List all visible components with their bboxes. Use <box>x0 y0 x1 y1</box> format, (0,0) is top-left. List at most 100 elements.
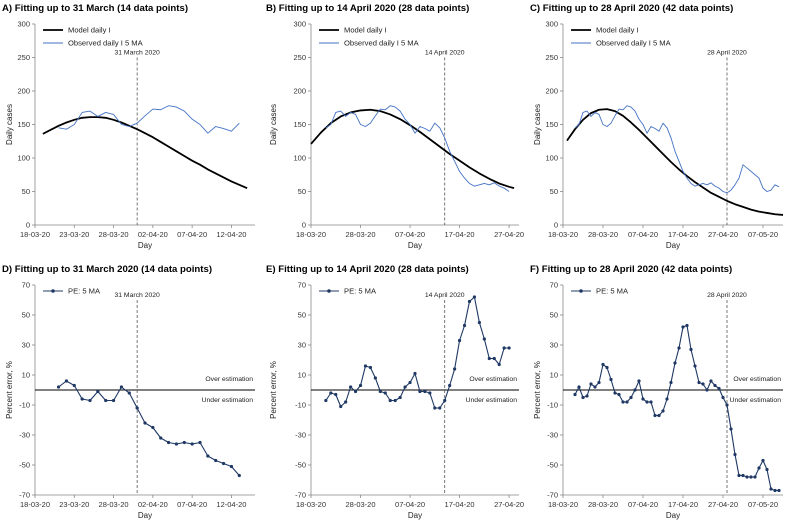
legend-marker <box>579 289 583 293</box>
data-point <box>190 442 194 446</box>
x-tick-label: 23-03-20 <box>59 500 89 509</box>
data-point <box>749 475 753 479</box>
x-tick-label: 18-03-20 <box>296 230 326 239</box>
data-point <box>393 398 397 403</box>
legend-marker <box>51 289 55 293</box>
data-point <box>96 389 100 394</box>
data-point <box>585 394 589 398</box>
data-point <box>669 380 673 385</box>
data-point <box>717 386 721 391</box>
data-point <box>344 400 348 404</box>
data-point <box>80 397 84 401</box>
legend-entry: Model daily I <box>344 26 387 35</box>
under-estimation-label: Under estimation <box>466 397 518 404</box>
data-point <box>368 365 373 370</box>
data-point <box>589 382 593 386</box>
y-tick-label: 100 <box>293 154 306 163</box>
x-tick-label: 18-03-20 <box>20 230 50 239</box>
data-point <box>111 398 116 403</box>
data-point <box>214 458 218 463</box>
y-tick-label: 300 <box>293 20 306 29</box>
data-point <box>765 467 769 472</box>
data-point <box>597 380 601 385</box>
data-point <box>433 406 437 410</box>
data-point <box>72 383 76 388</box>
y-tick-label: 50 <box>22 187 30 196</box>
chart-svg-e: E) Fitting up to 14 April 2020 (28 data … <box>266 264 524 520</box>
cutoff-date-label: 14 April 2020 <box>425 292 465 299</box>
y-tick-label: 50 <box>550 311 558 320</box>
y-axis-label: Percent error, % <box>5 361 14 419</box>
over-estimation-label: Over estimation <box>733 376 781 383</box>
data-point <box>697 380 701 385</box>
chart-title: E) Fitting up to 14 April 2020 (28 data … <box>266 264 469 275</box>
chart-svg-b: B) Fitting up to 14 April 2020 (28 data … <box>266 3 524 250</box>
data-point <box>159 436 163 440</box>
data-point <box>725 403 729 407</box>
data-point <box>349 385 353 389</box>
x-tick-label: 17-04-20 <box>445 500 475 509</box>
data-point <box>633 388 637 392</box>
cutoff-date-label: 31 March 2020 <box>114 50 160 57</box>
data-point <box>198 440 202 445</box>
legend-entry: Model daily I <box>596 26 639 35</box>
data-point <box>383 391 387 395</box>
chart-title: C) Fitting up to 28 April 2020 (42 data … <box>530 3 733 14</box>
data-point <box>339 404 343 409</box>
data-point <box>182 440 186 445</box>
data-point <box>593 385 597 389</box>
data-point <box>729 427 733 431</box>
data-point <box>453 367 457 371</box>
chart-panel-a: A) Fitting up to 31 March (14 data point… <box>0 0 264 261</box>
data-point <box>127 391 131 395</box>
data-point <box>693 364 697 368</box>
x-tick-label: 27-04-20 <box>494 500 524 509</box>
x-axis-label: Day <box>138 511 152 520</box>
x-tick-label: 28-03-20 <box>346 500 376 509</box>
data-point <box>88 398 92 403</box>
data-point <box>507 346 511 350</box>
data-point <box>673 361 677 365</box>
data-point <box>363 364 368 368</box>
data-point <box>462 323 467 328</box>
data-point <box>502 346 506 350</box>
legend-entry: PE: 5 MA <box>596 287 629 296</box>
y-tick-label: 100 <box>545 154 558 163</box>
y-tick-label: 50 <box>550 187 558 196</box>
series-line-1 <box>58 105 240 134</box>
x-tick-label: 07-04-20 <box>628 230 658 239</box>
data-point <box>334 392 338 397</box>
data-point <box>56 385 61 389</box>
y-tick-label: 250 <box>17 53 30 62</box>
data-point <box>613 391 617 395</box>
data-point <box>713 383 717 388</box>
cutoff-date-label: 31 March 2020 <box>114 292 160 299</box>
data-point <box>428 391 432 395</box>
data-point <box>757 466 761 470</box>
y-tick-label: 150 <box>293 120 306 129</box>
data-point <box>709 379 713 383</box>
data-point <box>705 388 709 392</box>
x-tick-label: 27-04-20 <box>708 500 738 509</box>
y-tick-label: -10 <box>19 401 30 410</box>
y-tick-label: 200 <box>545 87 558 96</box>
x-axis-label: Day <box>408 511 422 520</box>
y-axis-label: Percent error, % <box>269 361 278 419</box>
data-point <box>637 379 641 383</box>
data-point <box>777 488 781 493</box>
data-point <box>482 337 486 341</box>
data-point <box>119 385 124 389</box>
x-tick-label: 23-03-20 <box>59 230 89 239</box>
data-point <box>64 379 69 383</box>
data-point <box>665 397 669 401</box>
cutoff-date-label: 28 April 2020 <box>707 50 747 57</box>
y-tick-label: 0 <box>26 221 30 230</box>
legend-entry: PE: 5 MA <box>68 287 101 296</box>
y-tick-label: 0 <box>554 221 558 230</box>
data-point <box>661 409 665 413</box>
data-point <box>472 295 477 299</box>
y-tick-label: 70 <box>298 281 306 290</box>
data-point <box>677 346 681 350</box>
data-point <box>487 356 491 361</box>
over-estimation-label: Over estimation <box>205 376 253 383</box>
